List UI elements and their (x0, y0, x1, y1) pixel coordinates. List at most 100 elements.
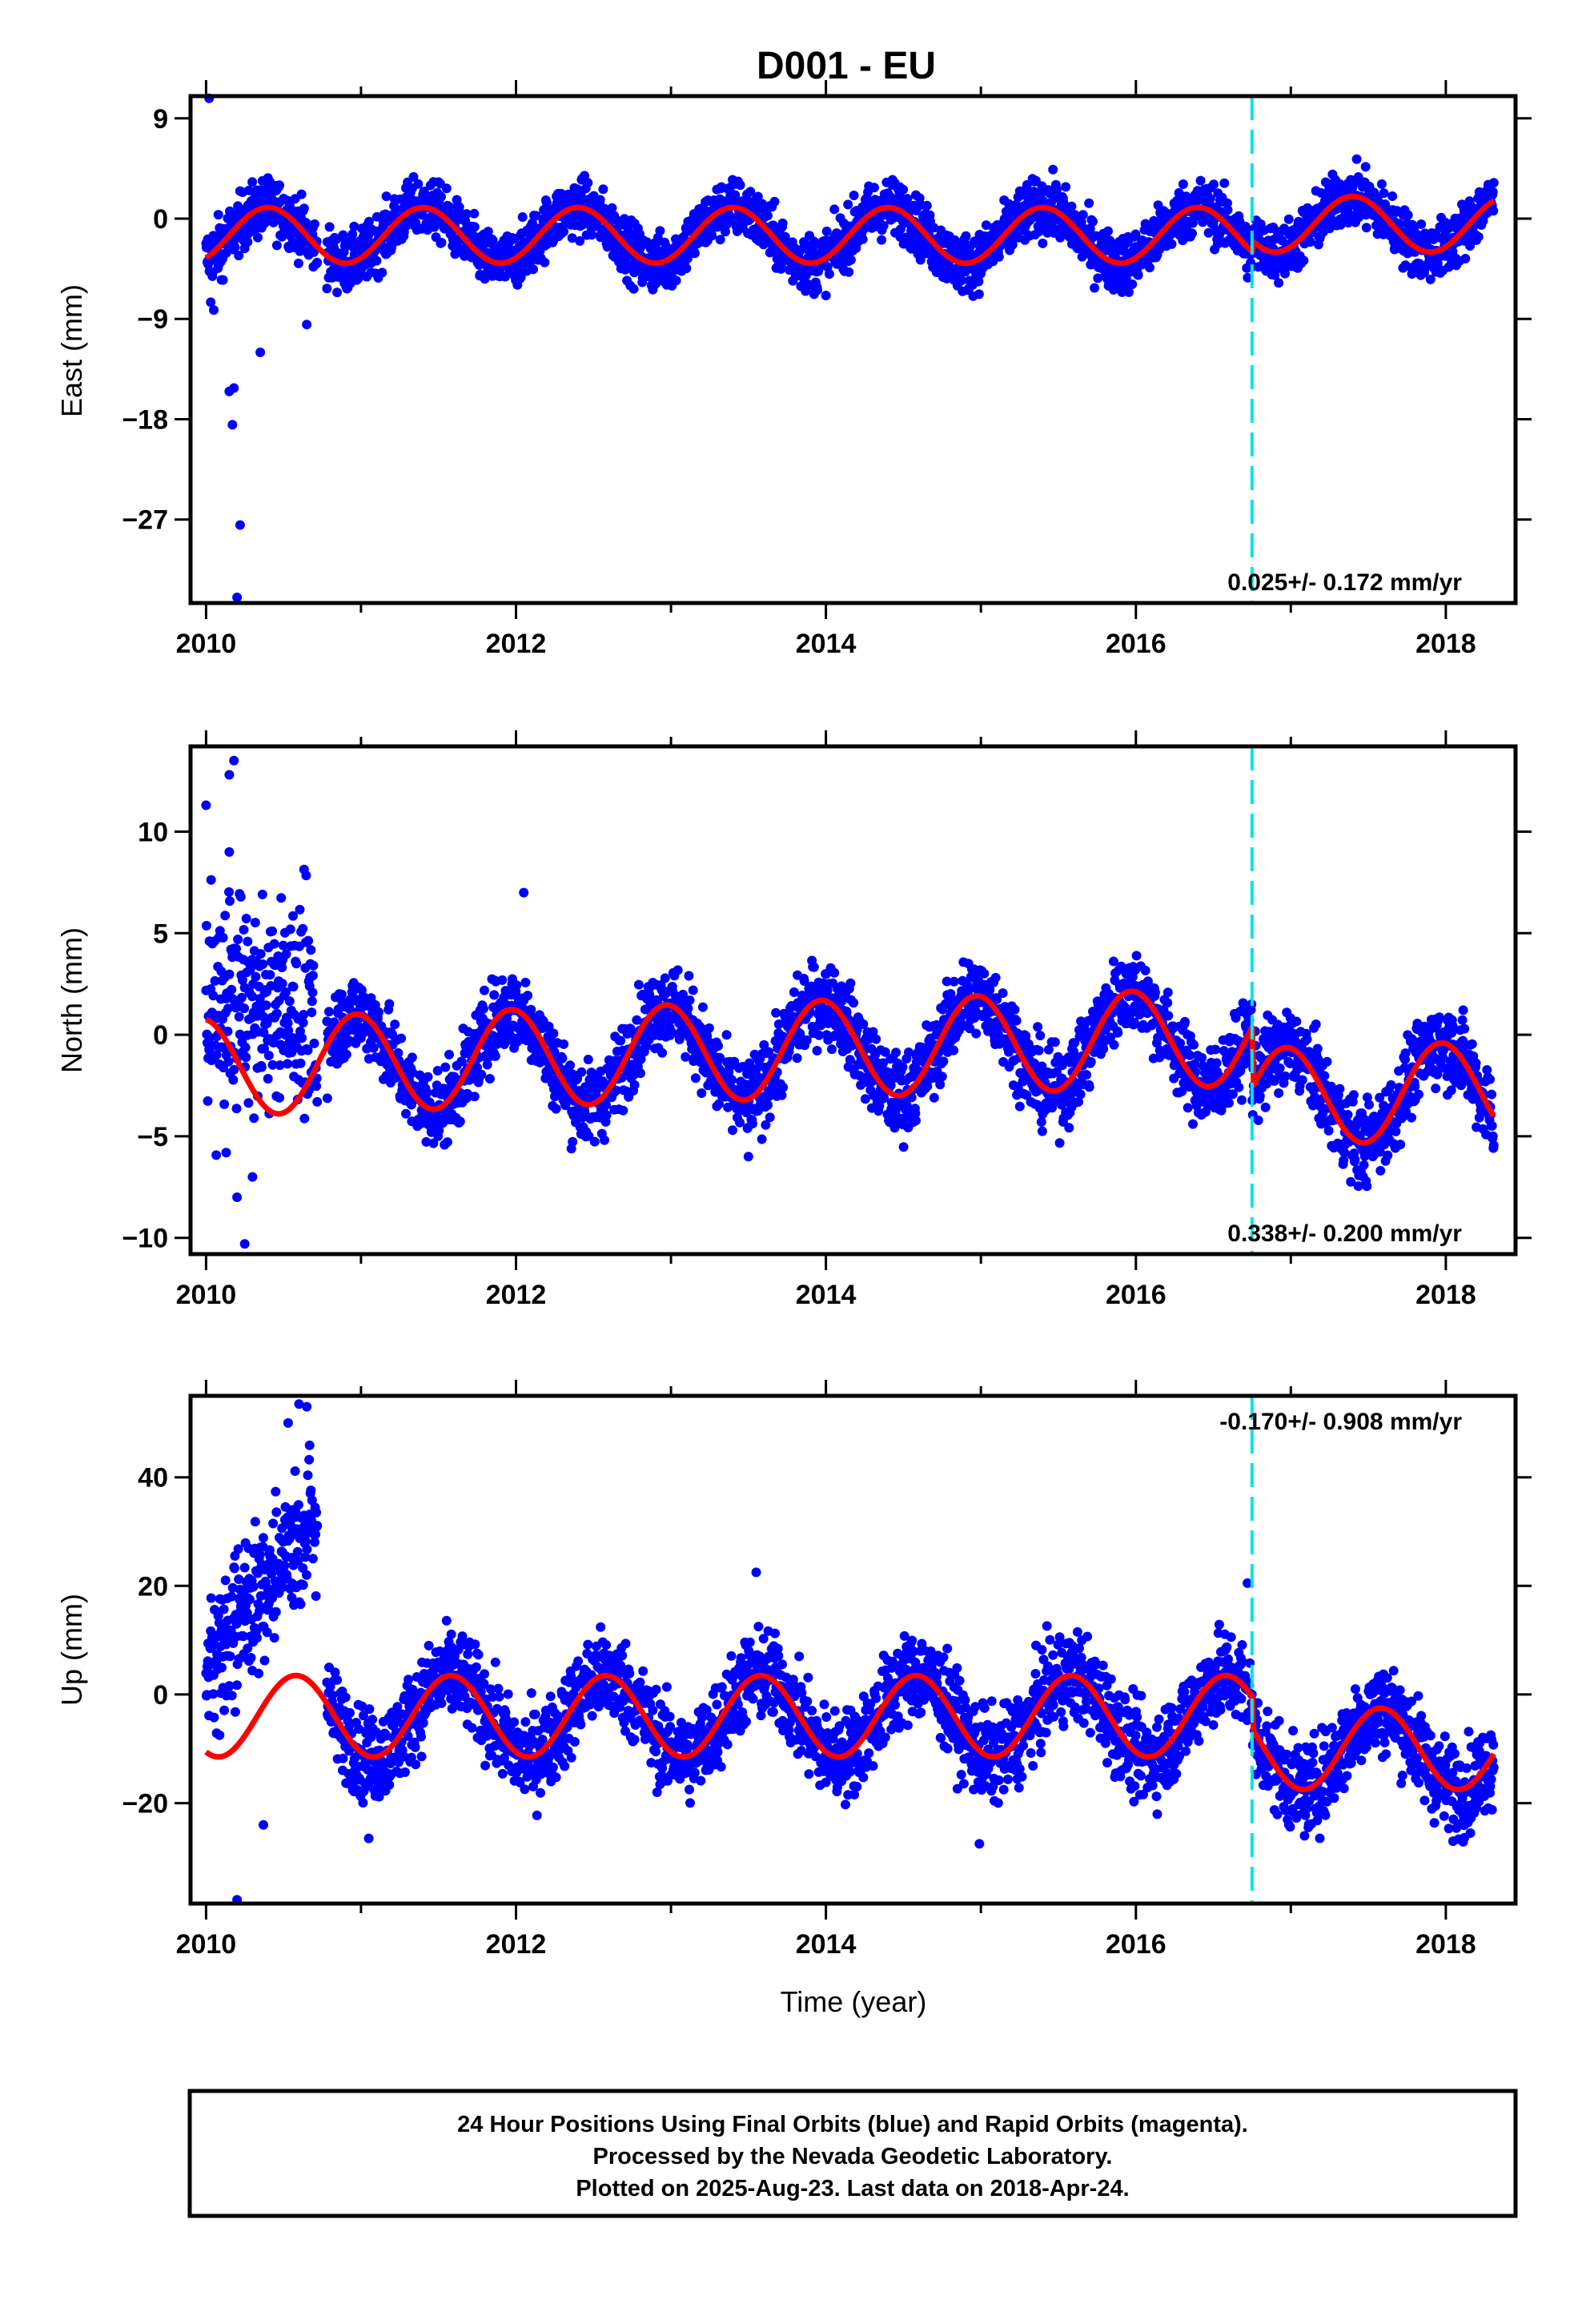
data-point (483, 227, 493, 237)
data-point (221, 247, 231, 258)
data-point (911, 1116, 921, 1126)
x-tick-label: 2014 (796, 629, 857, 659)
data-point (540, 257, 550, 267)
data-point (239, 925, 249, 935)
data-point (234, 1011, 244, 1022)
data-point (422, 1088, 432, 1098)
data-point (291, 959, 302, 969)
data-point (633, 979, 644, 990)
data-point (949, 976, 959, 987)
data-point (618, 1105, 628, 1116)
data-point (423, 1072, 433, 1082)
data-point (271, 240, 282, 251)
data-point (265, 970, 275, 980)
data-point (957, 275, 967, 286)
data-point (1010, 1004, 1020, 1015)
data-point (576, 1067, 587, 1077)
data-point (998, 988, 1008, 999)
data-point (697, 1088, 707, 1098)
data-point (322, 1093, 332, 1104)
data-point (1038, 238, 1048, 248)
data-point (935, 1080, 946, 1090)
data-point (792, 1053, 802, 1063)
data-point (1048, 164, 1058, 175)
data-point (812, 1046, 822, 1055)
data-point (877, 235, 887, 245)
outlier-point (209, 305, 219, 316)
data-point (629, 1080, 640, 1090)
data-point (697, 1002, 708, 1012)
data-point (747, 1119, 757, 1129)
data-point (728, 1125, 737, 1136)
data-point (484, 1074, 495, 1084)
data-point (583, 1055, 593, 1064)
data-point (374, 1007, 383, 1017)
data-point (309, 1038, 319, 1048)
data-point (526, 1004, 536, 1015)
data-point (517, 212, 528, 222)
data-point (1127, 279, 1138, 289)
data-point (263, 1074, 273, 1084)
data-point (829, 967, 840, 978)
data-point (332, 287, 343, 298)
data-point (267, 926, 277, 936)
data-point (230, 242, 240, 252)
outlier-point (235, 520, 245, 530)
data-point (721, 1030, 732, 1040)
data-point (628, 283, 639, 294)
data-point (1379, 188, 1389, 199)
data-point (557, 1053, 568, 1063)
data-point (1473, 231, 1484, 242)
data-point (312, 257, 323, 267)
data-point (299, 203, 309, 214)
x-tick-label: 2018 (1415, 629, 1476, 659)
data-point (1376, 179, 1387, 189)
data-point (735, 1117, 745, 1128)
data-point (527, 218, 537, 228)
data-point (721, 227, 730, 237)
data-point (689, 248, 700, 259)
data-point (263, 1051, 274, 1060)
data-point (478, 1003, 488, 1014)
data-point (240, 1043, 251, 1052)
data-point (257, 889, 267, 899)
data-point (660, 973, 670, 983)
data-point (1066, 201, 1077, 211)
data-point (299, 1010, 309, 1019)
data-point (1219, 178, 1230, 188)
data-point (436, 238, 447, 247)
data-point (408, 171, 419, 182)
data-point (821, 291, 831, 300)
y-tick-label: −9 (137, 304, 168, 335)
data-point (528, 264, 538, 275)
data-point (598, 184, 608, 195)
east-y-axis-label: East (mm) (55, 284, 88, 417)
data-point (298, 923, 308, 934)
data-point (489, 990, 500, 1000)
data-point (211, 1150, 222, 1160)
data-point (745, 187, 756, 197)
data-point (312, 1096, 323, 1107)
data-point (512, 980, 522, 991)
data-point (251, 971, 261, 982)
x-tick-label: 2012 (486, 629, 547, 659)
data-point (673, 965, 683, 975)
data-point (224, 887, 234, 897)
data-point (1205, 194, 1215, 204)
data-point (341, 1049, 351, 1059)
data-point (1403, 210, 1413, 220)
data-point (206, 875, 216, 885)
data-point (1078, 210, 1088, 220)
data-point (974, 276, 984, 287)
data-point (929, 1092, 939, 1103)
data-point (243, 237, 253, 247)
data-point (531, 211, 541, 221)
data-point (583, 178, 593, 188)
data-point (469, 222, 480, 232)
data-point (1387, 191, 1398, 201)
data-point (440, 1062, 451, 1072)
data-point (441, 183, 452, 194)
data-point (715, 235, 725, 245)
